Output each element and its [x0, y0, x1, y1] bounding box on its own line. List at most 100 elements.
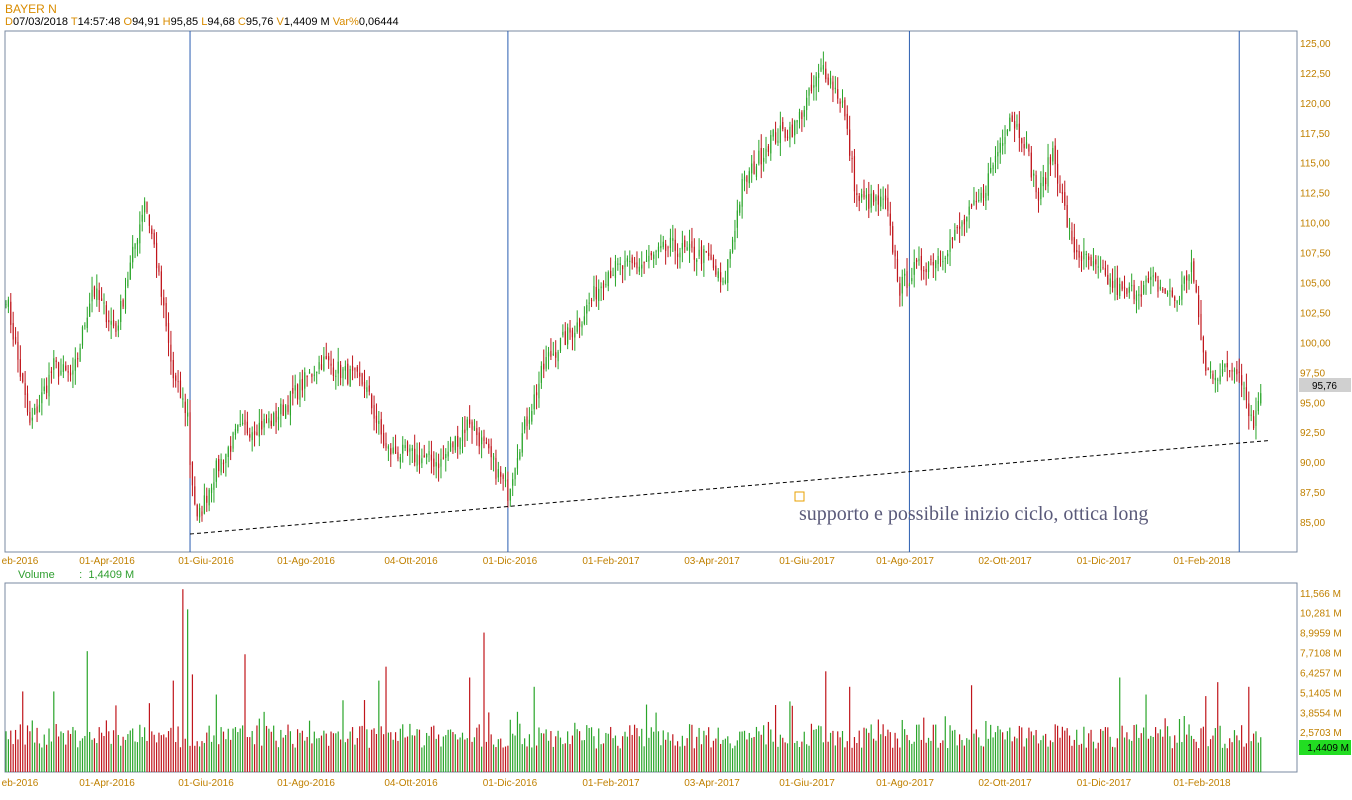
volume-bar	[1128, 739, 1130, 772]
volume-bar	[868, 732, 870, 772]
volume-bar	[896, 738, 899, 772]
candle	[803, 105, 805, 128]
candle	[442, 445, 444, 460]
candle	[574, 325, 576, 351]
candle	[1006, 128, 1009, 137]
candle	[1217, 377, 1219, 393]
candle	[820, 58, 822, 73]
time-key: T	[70, 16, 78, 28]
candle	[571, 327, 574, 351]
volume-bar	[949, 725, 951, 772]
volume-bar	[727, 736, 729, 772]
volume-bar	[69, 733, 72, 772]
candle	[282, 399, 284, 417]
volume-bar	[531, 747, 533, 772]
volume-bar	[1243, 746, 1245, 772]
time-value: 14:57:48	[77, 16, 121, 28]
volume-bar	[184, 738, 186, 772]
volume-bar	[959, 734, 961, 772]
candle	[65, 361, 67, 372]
candle	[418, 442, 421, 474]
candle	[57, 361, 60, 385]
volume-bar	[818, 725, 820, 772]
candle	[729, 249, 731, 268]
volume-bar	[1135, 724, 1138, 772]
candle	[700, 240, 703, 271]
volume-bar	[813, 729, 815, 772]
volume-bar	[870, 724, 872, 772]
candle	[383, 424, 385, 449]
volume-bar	[249, 737, 251, 772]
candle	[38, 394, 41, 413]
candle	[213, 468, 215, 503]
candle	[951, 237, 954, 249]
candle	[516, 444, 519, 475]
candle	[569, 319, 571, 340]
volume-bar	[641, 728, 643, 772]
candle	[351, 355, 354, 381]
candle	[519, 449, 521, 461]
candle	[330, 350, 332, 375]
candle	[1092, 248, 1095, 271]
volume-bar	[502, 747, 504, 772]
candle	[476, 420, 478, 446]
volume-bar	[442, 736, 444, 772]
volume-bar	[172, 680, 174, 772]
volume-bar	[1126, 732, 1128, 772]
volume-bar	[1143, 727, 1145, 772]
price-tick-8: 105,00	[1300, 279, 1331, 290]
volume-sep: :	[79, 569, 83, 581]
volume-bar	[543, 733, 545, 772]
volume-bar	[1066, 728, 1068, 772]
volume-bar	[196, 741, 198, 772]
volume-bar	[731, 748, 734, 772]
candle	[485, 437, 487, 445]
price-tick-10: 100,00	[1300, 338, 1331, 349]
volume-bar	[306, 736, 308, 772]
candle	[48, 362, 50, 406]
candle	[1231, 362, 1233, 381]
volume-bar	[942, 740, 944, 772]
volume-bar	[335, 733, 337, 772]
candle	[194, 476, 196, 506]
volume-bar	[466, 738, 468, 772]
volume-bar	[363, 700, 366, 772]
candle	[672, 224, 674, 252]
volume-bar	[1260, 737, 1262, 772]
candle	[175, 372, 177, 388]
volume-bar	[1073, 739, 1075, 772]
volume-bar	[230, 739, 232, 772]
candle	[533, 385, 535, 415]
candle	[679, 247, 681, 269]
candle	[1248, 391, 1250, 430]
candle	[1064, 180, 1066, 210]
date-tick-5: 01-Dic-2016	[483, 778, 538, 789]
volume-bars	[5, 589, 1262, 772]
candle	[84, 322, 86, 330]
candle	[387, 444, 389, 462]
candle	[1193, 258, 1195, 284]
volume-bar	[681, 735, 683, 772]
candle	[461, 417, 464, 454]
price-badge-value: 95,76	[1312, 381, 1337, 392]
candle	[1190, 249, 1193, 284]
candle	[304, 367, 306, 401]
candle	[268, 411, 270, 429]
candle	[29, 400, 31, 426]
volume-bar	[251, 731, 253, 772]
volume-bar	[662, 730, 664, 772]
candle	[1073, 223, 1075, 260]
candle	[586, 299, 588, 325]
candle	[356, 364, 358, 379]
volume-bar	[736, 740, 738, 772]
candle	[5, 300, 7, 309]
volume-bar	[547, 740, 550, 772]
candle	[839, 98, 841, 113]
volume-bar	[815, 729, 817, 772]
candle	[552, 341, 554, 356]
candle	[335, 369, 337, 390]
low-value: 94,68	[207, 16, 235, 28]
candle	[1049, 154, 1052, 176]
candle	[43, 378, 45, 395]
candle	[1097, 255, 1099, 279]
